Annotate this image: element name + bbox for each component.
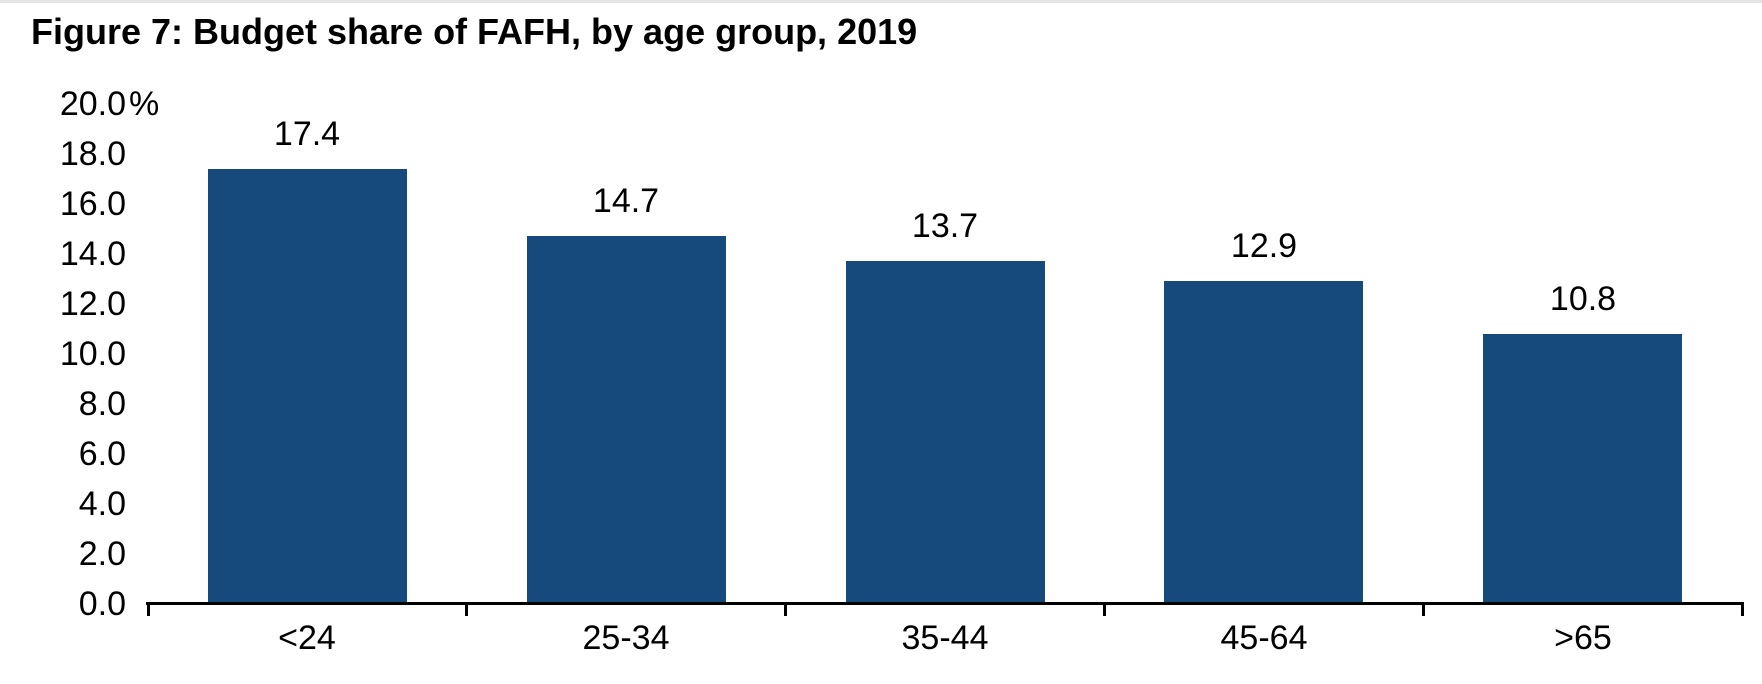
y-axis-tick-value: 14.0 (59, 235, 126, 273)
y-axis-tick-value: 4.0 (78, 485, 126, 523)
y-axis-tick-value: 16.0 (59, 185, 126, 223)
y-axis-tick-value: 18.0 (59, 135, 126, 173)
bar-value-label: 12.9 (1230, 227, 1298, 265)
y-axis-tick-label: 6.0 (0, 437, 126, 471)
y-axis-tick-label: 10.0 (0, 337, 126, 371)
bar-value-label: 17.4 (273, 115, 341, 153)
x-axis-tick-label: 45-64 (1220, 619, 1308, 657)
x-axis-tick-label: 35-44 (901, 619, 989, 657)
x-axis-tick-label: <24 (278, 619, 336, 657)
x-axis-tick-label: >65 (1554, 619, 1612, 657)
x-axis-line (146, 602, 1744, 605)
bar (1483, 334, 1682, 604)
y-axis-tick-value: 6.0 (78, 435, 126, 473)
x-axis-tick (1103, 604, 1106, 616)
x-axis-tick (1741, 604, 1744, 616)
x-axis-tick (465, 604, 468, 616)
percent-suffix: % (129, 85, 160, 123)
bar-value-label: 10.8 (1549, 280, 1617, 318)
y-axis-tick-label: 4.0 (0, 487, 126, 521)
y-axis-tick-label: 0.0 (0, 587, 126, 621)
x-axis-tick (1422, 604, 1425, 616)
bar (208, 169, 407, 604)
bar-value-label: 14.7 (592, 182, 660, 220)
bar (1164, 281, 1363, 604)
y-axis-tick-value: 20.0 (59, 85, 126, 123)
x-axis-tick (147, 604, 150, 616)
y-axis-tick-value: 12.0 (59, 285, 126, 323)
y-axis-tick-label: 18.0 (0, 137, 126, 171)
y-axis-tick-label: 16.0 (0, 187, 126, 221)
y-axis-tick-value: 10.0 (59, 335, 126, 373)
y-axis-tick-label: 14.0 (0, 237, 126, 271)
y-axis-tick-label: 20.0% (0, 85, 159, 123)
y-axis-tick-value: 2.0 (78, 535, 126, 573)
x-axis-tick-label: 25-34 (582, 619, 670, 657)
x-axis-tick (784, 604, 787, 616)
y-axis-tick-label: 2.0 (0, 537, 126, 571)
page-top-edge (0, 0, 1762, 3)
y-axis-tick-value: 8.0 (78, 385, 126, 423)
figure-title: Figure 7: Budget share of FAFH, by age g… (31, 11, 918, 52)
y-axis-tick-value: 0.0 (78, 585, 126, 623)
bar-value-label: 13.7 (911, 207, 979, 245)
bar (527, 236, 726, 604)
bar (846, 261, 1045, 604)
y-axis-tick-label: 12.0 (0, 287, 126, 321)
y-axis-tick-label: 8.0 (0, 387, 126, 421)
